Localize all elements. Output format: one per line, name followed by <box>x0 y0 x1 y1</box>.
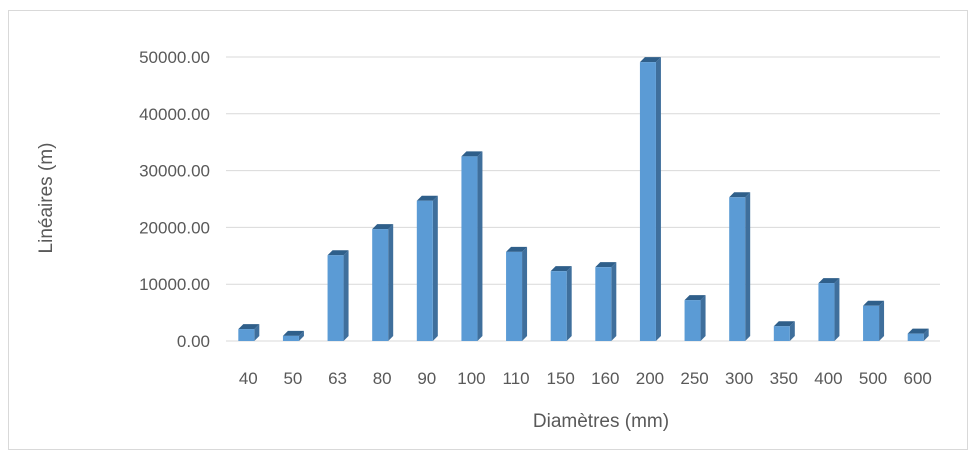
y-tick-label: 30000.00 <box>139 162 210 181</box>
bar-side <box>254 324 260 341</box>
bar-200 <box>639 57 661 341</box>
bar-top <box>372 224 394 230</box>
bar-side <box>700 295 706 341</box>
y-tick-label: 40000.00 <box>139 105 210 124</box>
bar-top <box>818 278 840 284</box>
x-tick-label: 600 <box>904 369 932 388</box>
y-tick-label: 50000.00 <box>139 48 210 67</box>
bar-side <box>298 330 304 341</box>
x-axis-title: Diamètres (mm) <box>533 411 669 432</box>
bar-front <box>818 283 835 341</box>
x-tick-label: 150 <box>547 369 575 388</box>
bar-front <box>461 156 478 341</box>
bar-side <box>432 195 438 341</box>
x-tick-label: 80 <box>373 369 392 388</box>
bar-front <box>282 335 299 341</box>
bar-side <box>611 262 617 341</box>
bar-300 <box>729 192 751 341</box>
bar-top <box>282 330 304 336</box>
bar-top <box>595 262 617 268</box>
x-tick-label: 40 <box>239 369 258 388</box>
x-tick-label: 500 <box>859 369 887 388</box>
bar-top <box>238 324 260 330</box>
bar-top <box>729 192 751 198</box>
bar-front <box>372 229 389 341</box>
bar-90 <box>416 195 438 341</box>
bar-side <box>879 300 885 341</box>
bar-front <box>684 300 701 341</box>
bar-front <box>729 197 746 341</box>
x-tick-label: 160 <box>591 369 619 388</box>
bar-side <box>923 328 929 341</box>
y-tick-label: 10000.00 <box>139 275 210 294</box>
x-tick-label: 400 <box>814 369 842 388</box>
bar-front <box>416 200 433 341</box>
bars <box>238 57 929 341</box>
y-tick-label: 20000.00 <box>139 218 210 237</box>
bar-150 <box>550 266 572 341</box>
x-tick-label: 50 <box>283 369 302 388</box>
bar-500 <box>863 300 885 341</box>
x-tick-label: 300 <box>725 369 753 388</box>
bar-110 <box>506 246 528 341</box>
bar-front <box>773 326 790 341</box>
bar-front <box>238 329 255 341</box>
bar-side <box>789 321 795 341</box>
bar-top <box>506 246 528 252</box>
bar-63 <box>327 250 349 341</box>
bar-side <box>388 224 394 341</box>
bar-front <box>506 251 523 341</box>
x-tick-label: 250 <box>680 369 708 388</box>
bar-top <box>773 321 795 327</box>
x-tick-label: 200 <box>636 369 664 388</box>
bar-350 <box>773 321 795 341</box>
bar-front <box>863 305 880 341</box>
x-tick-label: 90 <box>417 369 436 388</box>
bar-side <box>477 151 483 341</box>
bar-top <box>327 250 349 256</box>
bar-top <box>416 195 438 201</box>
y-tick-label: 0.00 <box>177 332 210 351</box>
x-tick-label: 100 <box>457 369 485 388</box>
bar-top <box>684 295 706 301</box>
bar-front <box>595 267 612 341</box>
x-tick-label: 350 <box>770 369 798 388</box>
bar-250 <box>684 295 706 341</box>
bar-side <box>745 192 751 341</box>
bar-side <box>566 266 572 341</box>
bar-top <box>550 266 572 272</box>
bar-front <box>639 62 656 341</box>
bar-side <box>655 57 661 341</box>
bar-front <box>907 333 924 341</box>
bar-side <box>343 250 349 341</box>
y-axis-title: Linéaires (m) <box>36 143 57 254</box>
x-tick-label: 63 <box>328 369 347 388</box>
bar-100 <box>461 151 483 341</box>
bar-top <box>461 151 483 157</box>
bar-400 <box>818 278 840 341</box>
bar-80 <box>372 224 394 341</box>
x-axis-ticks: 40 50 63 80 90 100 110 150 160 200 250 300 350 400 500… <box>239 369 932 388</box>
bar-40 <box>238 324 260 341</box>
bar-front <box>327 255 344 341</box>
bar-50 <box>282 330 304 341</box>
bar-top <box>639 57 661 63</box>
bar-side <box>522 246 528 341</box>
x-tick-label: 110 <box>503 369 530 388</box>
chart-area <box>8 10 968 450</box>
bar-side <box>834 278 840 341</box>
bar-top <box>907 328 929 334</box>
bar-600 <box>907 328 929 341</box>
y-axis-ticks: 0.00 10000.00 20000.00 30000.00 40000.00 5000… <box>139 48 210 351</box>
bar-160 <box>595 262 617 341</box>
bar-front <box>550 271 567 341</box>
bar-top <box>863 300 885 306</box>
